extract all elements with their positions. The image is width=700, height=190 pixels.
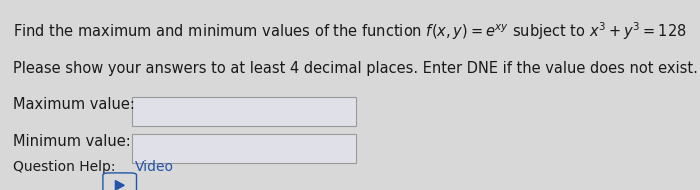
Text: Minimum value:: Minimum value:: [13, 134, 130, 149]
FancyBboxPatch shape: [132, 97, 356, 126]
Text: Question Help:: Question Help:: [13, 160, 115, 174]
Text: Find the maximum and minimum values of the function $f(x, y) = e^{xy}$ subject t: Find the maximum and minimum values of t…: [13, 20, 686, 42]
Text: Video: Video: [135, 160, 174, 174]
FancyBboxPatch shape: [132, 134, 356, 163]
Text: Maximum value:: Maximum value:: [13, 97, 134, 112]
Text: Please show your answers to at least 4 decimal places. Enter DNE if the value do: Please show your answers to at least 4 d…: [13, 61, 697, 76]
FancyBboxPatch shape: [103, 173, 136, 190]
Polygon shape: [116, 181, 124, 190]
